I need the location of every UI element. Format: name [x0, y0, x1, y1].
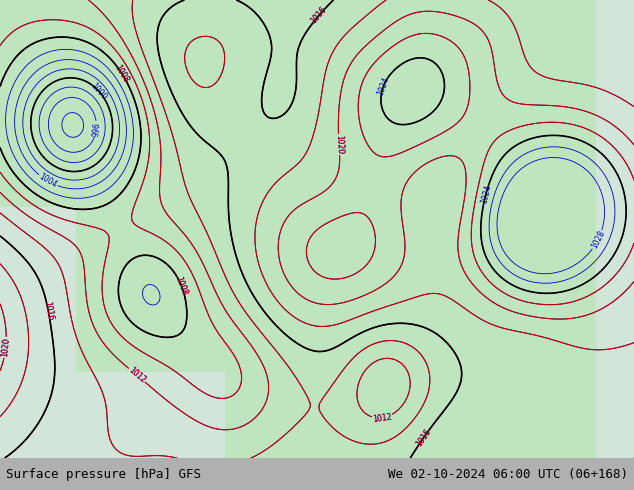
Text: 1008: 1008: [113, 63, 131, 84]
Text: 1008: 1008: [113, 63, 131, 84]
Text: 996: 996: [91, 122, 101, 137]
Text: 1016: 1016: [415, 427, 433, 448]
Text: 1020: 1020: [334, 135, 344, 154]
Text: 1016: 1016: [42, 300, 55, 321]
Text: 1012: 1012: [372, 412, 392, 423]
Text: We 02-10-2024 06:00 UTC (06+168): We 02-10-2024 06:00 UTC (06+168): [387, 467, 628, 481]
Text: 1016: 1016: [309, 5, 328, 25]
Text: 1008: 1008: [174, 275, 189, 296]
Text: Surface pressure [hPa] GFS: Surface pressure [hPa] GFS: [6, 467, 202, 481]
Text: 1012: 1012: [127, 366, 147, 385]
Text: 1008: 1008: [174, 275, 189, 296]
Text: 1020: 1020: [0, 338, 11, 358]
Text: 1028: 1028: [590, 229, 606, 250]
Text: 1004: 1004: [37, 172, 58, 190]
Text: 1020: 1020: [334, 135, 344, 154]
Text: 1016: 1016: [309, 5, 328, 25]
Text: 1016: 1016: [415, 427, 433, 448]
Text: 1024: 1024: [376, 75, 391, 97]
Text: 1000: 1000: [89, 81, 108, 101]
Text: 1012: 1012: [127, 366, 147, 385]
Text: 1016: 1016: [42, 300, 55, 321]
Text: 1024: 1024: [479, 183, 493, 204]
Text: 1012: 1012: [372, 412, 392, 423]
Text: 1020: 1020: [0, 338, 11, 358]
